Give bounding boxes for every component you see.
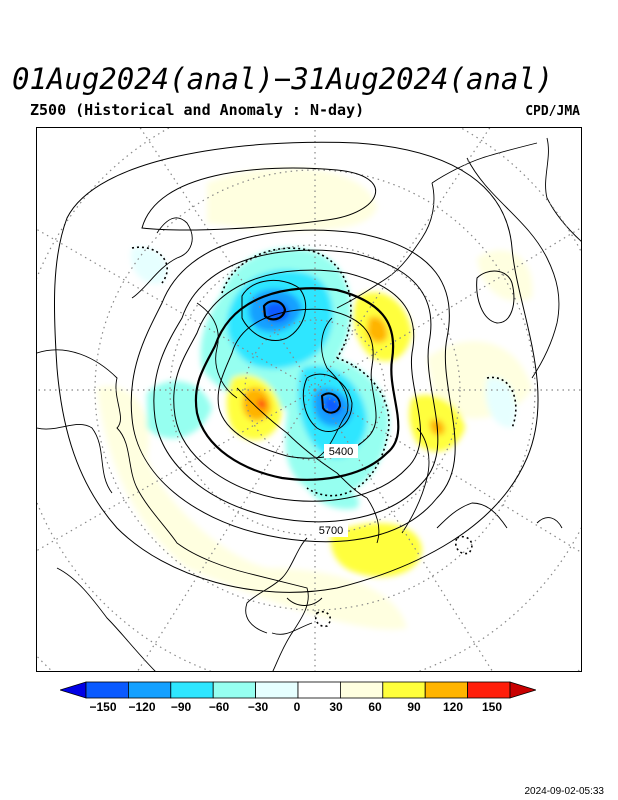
colorbar-tick: 60 xyxy=(368,700,382,714)
colorbar-tick: 150 xyxy=(481,700,503,714)
map-title: 01Aug2024(anal)−31Aug2024(anal) xyxy=(12,62,554,96)
height-contours xyxy=(53,141,539,593)
colorbar-cell xyxy=(170,681,214,699)
map-subtitle: Z500 (Historical and Anomaly : N-day) xyxy=(30,101,365,119)
colorbar-cell xyxy=(255,681,299,699)
graticule xyxy=(37,128,581,671)
colorbar-cell xyxy=(297,681,341,699)
colorbar-cell xyxy=(212,681,256,699)
credit-label: CPD/JMA xyxy=(525,104,580,119)
anomaly-shading xyxy=(97,168,533,630)
colorbar-tick: −150 xyxy=(89,700,117,714)
colorbar-cell xyxy=(128,681,172,699)
contour-labels: 5400 5700 xyxy=(314,444,358,537)
colorbar-tick: −60 xyxy=(208,700,230,714)
colorbar-cell xyxy=(509,681,536,699)
colorbar-cell xyxy=(467,681,511,699)
colorbar-tick: 90 xyxy=(407,700,421,714)
colorbar-cell xyxy=(382,681,426,699)
colorbar-cell xyxy=(424,681,469,699)
colorbar-cell xyxy=(60,681,87,699)
colorbar-labels: −150 −120 −90 −60 −30 0 30 60 90 120 150 xyxy=(60,700,536,716)
colorbar-tick: −90 xyxy=(170,700,192,714)
colorbar-tick: 30 xyxy=(329,700,343,714)
coastlines xyxy=(37,137,581,671)
colorbar-tick: 120 xyxy=(442,700,464,714)
colorbar-tick: −120 xyxy=(128,700,156,714)
anomaly-contours xyxy=(131,246,517,628)
contour-label-5400: 5400 xyxy=(329,446,353,458)
timestamp: 2024-09-02-05:33 xyxy=(524,786,604,797)
colorbar xyxy=(60,681,536,699)
colorbar-tick: −30 xyxy=(247,700,269,714)
colorbar-cell xyxy=(339,681,384,699)
polar-stereographic-map: 5400 5700 xyxy=(36,127,582,672)
map-canvas: 5400 5700 xyxy=(37,128,581,671)
colorbar-tick: 0 xyxy=(293,700,301,714)
contour-label-5700: 5700 xyxy=(319,525,343,537)
colorbar-cell xyxy=(85,681,129,699)
